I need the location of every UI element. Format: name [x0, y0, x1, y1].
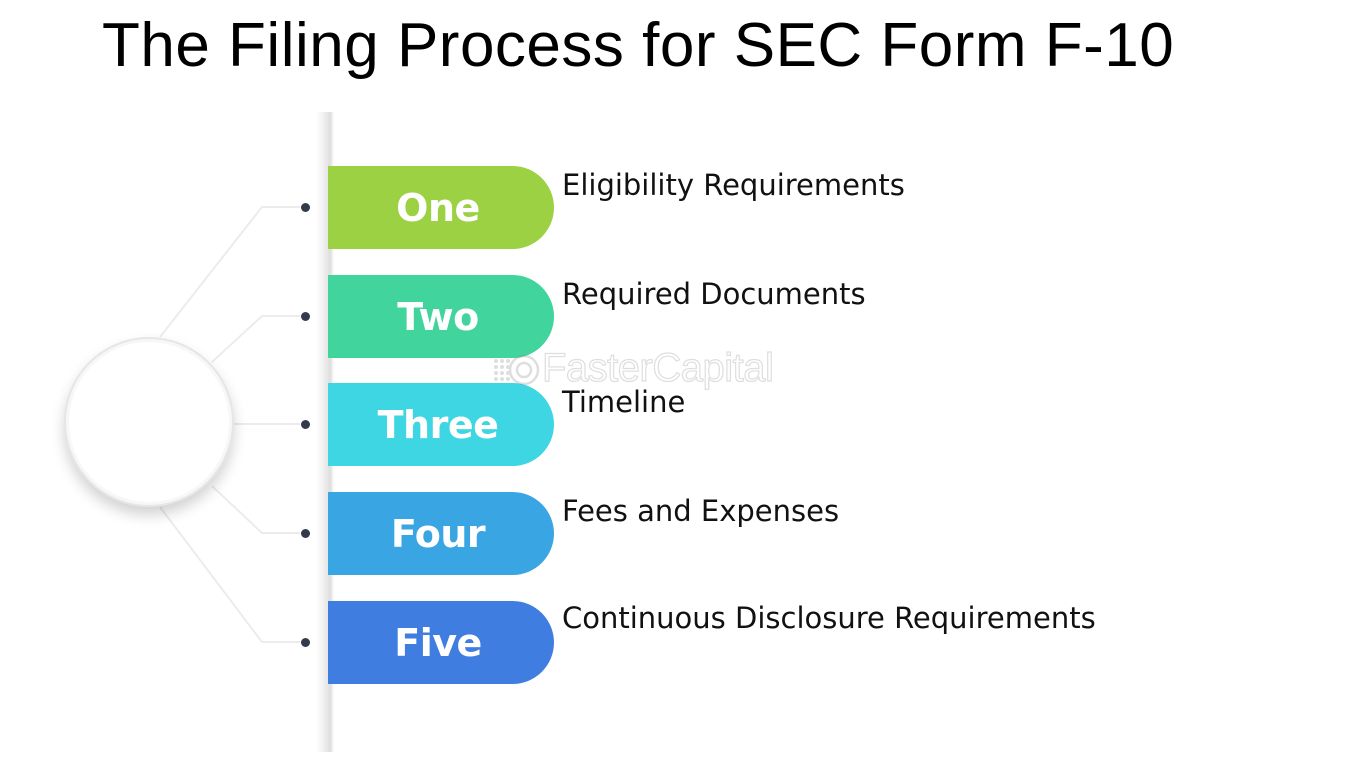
step-two-label: Required Documents	[562, 277, 866, 311]
step-three-pill: Three	[328, 383, 554, 466]
watermark: FasterCapital	[490, 345, 774, 391]
hub-circle	[64, 337, 234, 507]
step-five-label: Continuous Disclosure Requirements	[562, 601, 1096, 635]
step-one-pill: One	[328, 166, 554, 249]
diagram-title: The Filing Process for SEC Form F-10	[102, 11, 1175, 80]
connector-line-five	[159, 506, 300, 643]
step-two-pill: Two	[328, 275, 554, 358]
step-two-dot	[301, 312, 310, 321]
step-four-dot	[301, 529, 310, 538]
step-one-dot	[301, 203, 310, 212]
connector-line-two	[211, 315, 300, 363]
connector-line-one	[159, 206, 300, 338]
step-three-label: Timeline	[562, 385, 686, 419]
step-five-pill: Five	[328, 601, 554, 684]
step-four-label: Fees and Expenses	[562, 494, 840, 528]
watermark-text: FasterCapital	[541, 345, 774, 390]
step-one-label: Eligibility Requirements	[562, 168, 905, 202]
fastercapital-logo-icon	[494, 354, 540, 385]
connector-line-four	[211, 485, 300, 534]
step-three-dot	[301, 420, 310, 429]
step-five-dot	[301, 638, 310, 647]
step-four-pill: Four	[328, 492, 554, 575]
